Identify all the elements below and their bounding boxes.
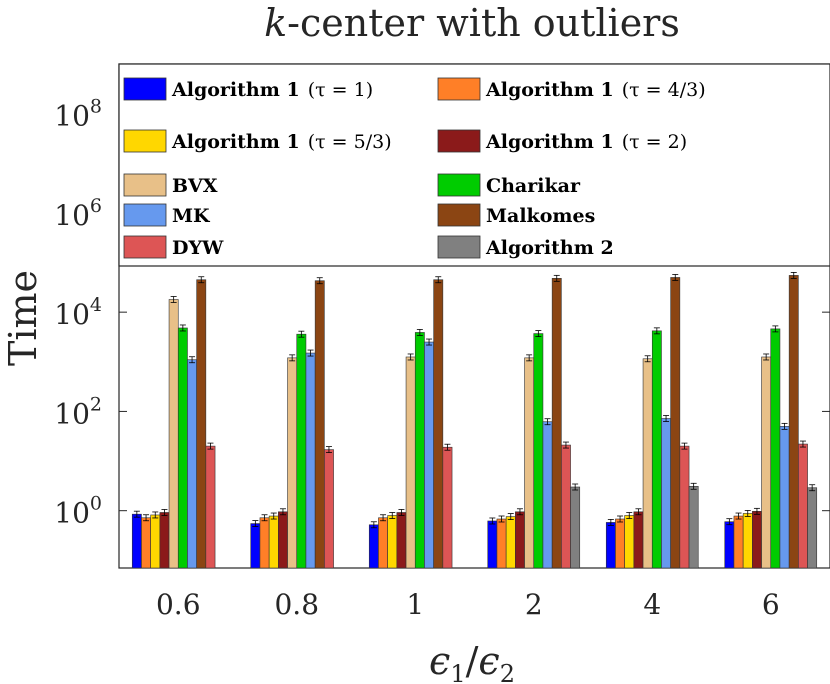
bar — [505, 516, 516, 569]
legend-label: Algorithm 1 (τ = 5/3) — [171, 131, 392, 153]
bar — [168, 299, 179, 569]
bar — [314, 280, 325, 569]
bar — [679, 445, 690, 569]
bar — [570, 486, 581, 569]
bar — [259, 517, 270, 569]
legend-label: MK — [172, 205, 211, 227]
bar — [670, 277, 681, 569]
bar — [150, 514, 161, 569]
bar — [131, 513, 142, 569]
chart-title-rest: -center with outliers — [287, 1, 680, 45]
y-tick-label: 100 — [54, 493, 102, 530]
legend-swatch — [437, 173, 481, 197]
legend-swatch — [437, 235, 481, 259]
bar — [496, 518, 507, 569]
legend-label: DYW — [172, 237, 224, 259]
bar — [615, 518, 625, 569]
y-tick-label: 106 — [54, 195, 102, 232]
bar — [396, 512, 407, 569]
bar — [733, 515, 744, 569]
bar — [752, 511, 762, 569]
bar — [724, 521, 735, 569]
bar — [788, 275, 799, 569]
legend: Algorithm 1 (τ = 1) Algorithm 1 (τ = 4/3) Al… — [118, 63, 830, 267]
legend-label: BVX — [172, 175, 218, 197]
legend-swatch — [123, 173, 167, 197]
x-tick-label: 1 — [406, 588, 424, 621]
bar — [761, 356, 772, 569]
bar — [278, 511, 288, 569]
legend-swatch — [437, 129, 481, 153]
bar — [287, 357, 298, 569]
bar — [268, 515, 279, 569]
bar — [561, 444, 571, 569]
bar — [542, 421, 553, 569]
bar — [187, 359, 197, 569]
bar — [250, 523, 261, 569]
legend-label: Algorithm 1 (τ = 4/3) — [485, 79, 706, 101]
bar — [798, 443, 808, 569]
y-tick-label: 104 — [54, 294, 102, 331]
legend-swatch — [123, 129, 167, 153]
chart-title: k-center with outliers — [264, 1, 680, 45]
legend-label: Malkomes — [486, 205, 595, 227]
legend-swatch — [123, 77, 167, 101]
legend-label: Charikar — [486, 175, 581, 197]
bar — [551, 278, 562, 569]
bar — [442, 446, 453, 569]
x-tick-label: 0.8 — [274, 588, 319, 621]
y-tick-label: 108 — [54, 96, 102, 133]
bar — [807, 487, 818, 569]
legend-swatch — [437, 203, 481, 227]
y-axis-label: Time — [1, 270, 45, 366]
x-tick-label: 2 — [525, 588, 543, 621]
chart-title-italic: k — [264, 1, 287, 45]
x-axis-label: ϵ1/ϵ2 — [429, 639, 515, 684]
legend-label: Algorithm 2 — [485, 237, 614, 259]
bar — [524, 357, 535, 569]
bar — [642, 358, 653, 569]
bar — [296, 333, 307, 569]
bar — [205, 445, 216, 569]
bar — [742, 513, 753, 569]
bar — [651, 330, 662, 569]
bar — [605, 522, 616, 569]
bar — [305, 352, 316, 569]
bar — [141, 517, 151, 569]
bar — [387, 515, 398, 569]
bar — [196, 279, 207, 569]
legend-label: Algorithm 1 (τ = 2) — [485, 131, 687, 153]
y-tick-label: 102 — [54, 393, 102, 430]
bars — [131, 272, 818, 569]
bar — [624, 515, 635, 569]
bar — [661, 418, 671, 569]
bar — [159, 512, 170, 569]
bar — [424, 341, 434, 569]
bar — [688, 485, 699, 569]
bar — [324, 449, 334, 569]
bar — [177, 327, 188, 569]
bar — [405, 356, 416, 569]
bar — [633, 511, 644, 569]
bar — [770, 328, 781, 569]
x-ticks: 0.6 0.8 1 2 4 6 — [156, 560, 780, 621]
legend-label: Algorithm 1 (τ = 1) — [171, 79, 373, 101]
bar — [414, 332, 425, 569]
x-tick-label: 6 — [762, 588, 780, 621]
bar — [779, 426, 790, 569]
legend-swatch — [123, 235, 167, 259]
legend-swatch — [437, 77, 481, 101]
x-tick-label: 4 — [643, 588, 661, 621]
legend-swatch — [123, 203, 167, 227]
bar — [368, 524, 379, 569]
bar — [378, 517, 388, 569]
bar — [533, 333, 544, 569]
x-tick-label: 0.6 — [156, 588, 201, 621]
bar — [487, 520, 498, 569]
bar — [515, 511, 525, 569]
bar — [433, 279, 444, 569]
y-ticks: 100 102 104 106 108 — [54, 96, 830, 530]
